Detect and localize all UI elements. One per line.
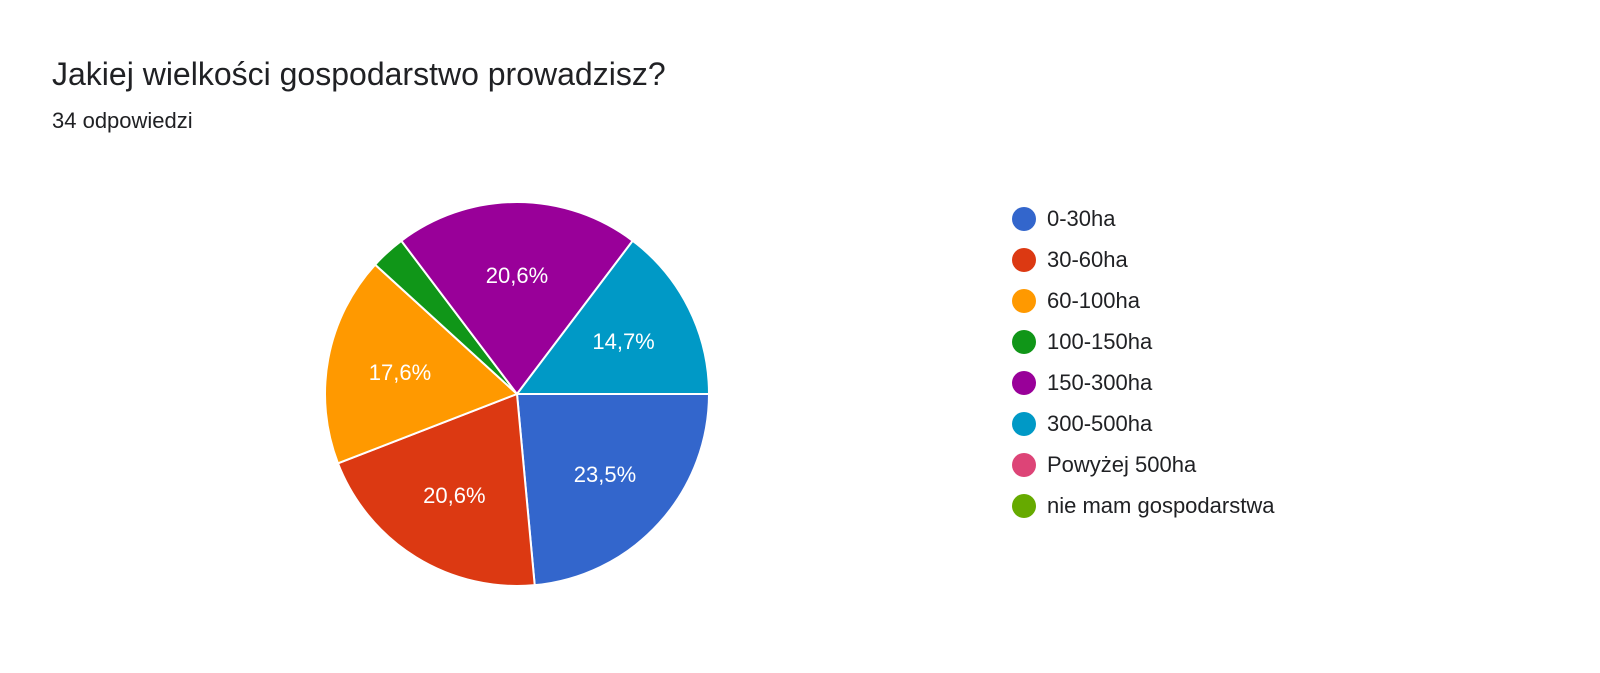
- legend-label: nie mam gospodarstwa: [1047, 492, 1275, 518]
- legend-item[interactable]: nie mam gospodarstwa: [1012, 485, 1274, 526]
- pie-slice-label: 17,6%: [369, 360, 431, 385]
- legend-label: 30-60ha: [1047, 246, 1128, 272]
- pie-slice-labels: 23,5% 20,6% 17,6% 20,6% 14,7%: [369, 263, 655, 508]
- legend-label: 100-150ha: [1047, 328, 1153, 354]
- legend-swatch-icon: [1012, 370, 1036, 395]
- pie-slice-label: 20,6%: [423, 483, 485, 508]
- legend-label: 0-30ha: [1047, 205, 1116, 231]
- legend-item[interactable]: 100-150ha: [1012, 321, 1274, 362]
- pie-slice-60-100ha[interactable]: [324, 263, 519, 465]
- pie-slice-300-500ha[interactable]: [514, 239, 711, 395]
- pie-slice-150-300ha[interactable]: [399, 201, 635, 396]
- chart-legend: 0-30ha 30-60ha 60-100ha 100-150ha 150-300ha 3…: [1012, 198, 1274, 526]
- response-count: 34 odpowiedzi: [52, 108, 193, 133]
- pie-slices: [324, 201, 711, 587]
- legend-swatch-icon: [1012, 247, 1036, 272]
- legend-item[interactable]: 60-100ha: [1012, 280, 1274, 321]
- legend-swatch-icon: [1012, 288, 1036, 313]
- legend-item[interactable]: Powyżej 500ha: [1012, 444, 1274, 485]
- legend-item[interactable]: 0-30ha: [1012, 198, 1274, 239]
- pie-slice-label: 20,6%: [486, 263, 548, 288]
- pie-slice-30-60ha[interactable]: [336, 392, 536, 587]
- legend-item[interactable]: 30-60ha: [1012, 239, 1274, 280]
- legend-label: 60-100ha: [1047, 287, 1140, 313]
- pie-slice-0-30ha[interactable]: [515, 393, 711, 587]
- legend-item[interactable]: 300-500ha: [1012, 403, 1274, 444]
- legend-swatch-icon: [1012, 493, 1036, 518]
- legend-swatch-icon: [1012, 206, 1036, 231]
- legend-swatch-icon: [1012, 329, 1036, 354]
- legend-label: 300-500ha: [1047, 410, 1153, 436]
- legend-swatch-icon: [1012, 452, 1036, 477]
- pie-slice-label: 23,5%: [574, 462, 636, 487]
- legend-item[interactable]: 150-300ha: [1012, 362, 1274, 403]
- legend-swatch-icon: [1012, 411, 1036, 436]
- legend-label: 150-300ha: [1047, 369, 1153, 395]
- legend-label: Powyżej 500ha: [1047, 451, 1197, 477]
- chart-title: Jakiej wielkości gospodarstwo prowadzisz…: [52, 56, 666, 92]
- pie-slice-label: 14,7%: [592, 329, 654, 354]
